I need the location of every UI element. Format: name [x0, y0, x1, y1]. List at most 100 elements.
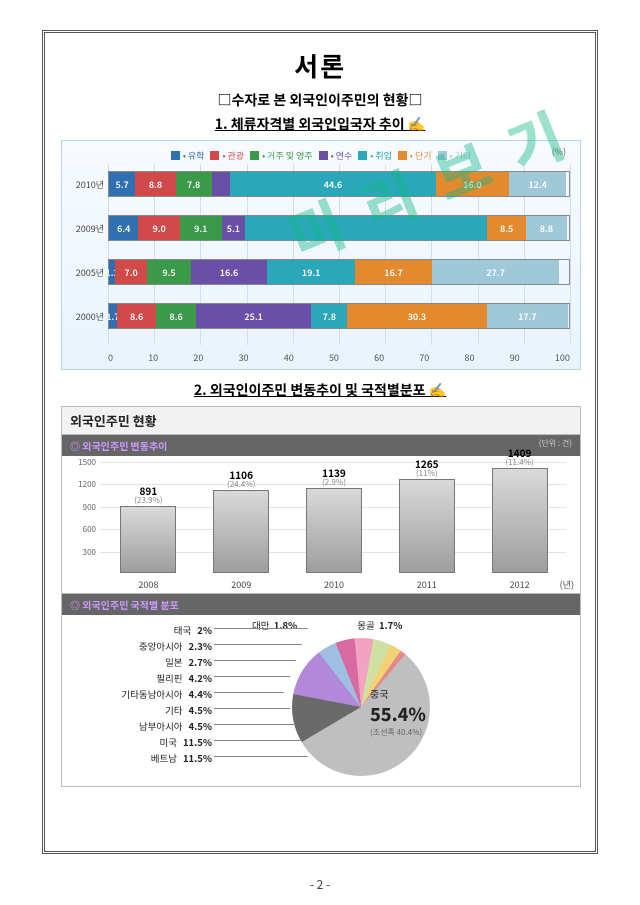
hbar-segment: 1.7 [109, 304, 117, 328]
hbar-segment: 19.1 [267, 260, 355, 284]
pie-left-name: 태국 [174, 622, 191, 638]
ytick-label: 300 [68, 547, 96, 558]
pie-left-row: 베트남 11.5% [72, 750, 212, 766]
vbar: 1139(2.9%) [306, 488, 362, 573]
hbar-segment [212, 172, 231, 196]
legend-label: • 관광 [222, 149, 244, 162]
pie-top-labels: 대만 1.8% 몽골 1.7% [252, 618, 402, 632]
legend-item: • 유학 [171, 149, 205, 162]
pie-body: 대만 1.8%몽골 1.7% 태국2%중앙아시아2.3%일본2.7%필리핀4.2… [62, 616, 580, 786]
chart1-xaxis: 0102030405060708090100 [108, 351, 570, 365]
hbar: 1.37.09.516.619.116.727.7 [108, 259, 570, 285]
xaxis-tick: 0 [108, 351, 113, 365]
pie-top-label: 몽골 1.7% [357, 618, 402, 632]
hbar-segment: 8.6 [117, 304, 157, 328]
hbar-segment: 7.0 [115, 260, 147, 284]
legend-item: • 거주 및 영주 [250, 149, 313, 162]
ytick-label: 1500 [68, 457, 96, 468]
chart2-bars: 891(23.9%)1106(24.4%)1139(2.9%)1265(11%)… [102, 462, 566, 573]
hbar-ylabel: 2009년 [72, 222, 108, 235]
pie-left-name: 기타 [165, 702, 182, 718]
hbar-segment: 8.8 [526, 216, 566, 240]
panel2-sub2: ◎ 외국인주민 국적별 분포 [62, 594, 580, 615]
panel2-title: 외국인주민 현황 [62, 407, 580, 435]
pie-left-pct: 2% [197, 622, 212, 638]
legend-label: • 유학 [183, 149, 205, 162]
hbar-row: 2000년1.78.68.625.17.830.317.7 [72, 298, 570, 334]
ytick-label: 900 [68, 502, 96, 513]
pie-left-pct: 2.7% [189, 654, 212, 670]
hbar-segment: 8.6 [156, 304, 196, 328]
vbar-sub: (11%) [400, 468, 454, 479]
hbar-segment: 6.4 [109, 216, 138, 240]
vbar-sub: (11.4%) [493, 457, 547, 468]
panel2-sub1-text: ◎ 외국인주민 변동추이 [70, 438, 167, 453]
xaxis-tick: 2008 [138, 578, 158, 591]
hbar-segment: 5.7 [109, 172, 135, 196]
xaxis-tick: 2012 [510, 578, 530, 591]
chart2-xaxis: 20082009201020112012 [102, 578, 566, 591]
legend-swatch [210, 151, 219, 160]
hbar-ylabel: 2005년 [72, 266, 108, 279]
pie-left-row: 미국11.5% [72, 734, 212, 750]
vbar: 1106(24.4%) [213, 490, 269, 573]
xaxis-tick: 70 [419, 351, 429, 365]
xaxis-tick: 60 [374, 351, 384, 365]
legend-item: • 연수 [319, 149, 353, 162]
hbar: 6.49.09.15.18.58.8 [108, 215, 570, 241]
hbar-segment: 9.0 [138, 216, 179, 240]
xaxis-tick: 90 [510, 351, 520, 365]
hbar-ylabel: 2000년 [72, 310, 108, 323]
pie-left-pct: 4.5% [189, 702, 212, 718]
hbar: 1.78.68.625.17.830.317.7 [108, 303, 570, 329]
hbar-segment: 27.7 [432, 260, 559, 284]
xaxis-tick: 40 [284, 351, 294, 365]
pie-left-row: 기타동남아시아4.4% [72, 686, 212, 702]
pie-left-row: 일본2.7% [72, 654, 212, 670]
pie-left-row: 태국 2% [72, 622, 212, 638]
chart1-unit: (%) [552, 145, 566, 158]
pie-left-pct: 4.5% [189, 718, 212, 734]
legend-swatch [250, 151, 259, 160]
pie-left-pct: 2.3% [189, 638, 212, 654]
vbar: 1409(11.4%) [492, 468, 548, 573]
section1-heading: 1. 체류자격별 외국인입국자 추이 ✍ [61, 114, 579, 134]
legend-label: • 연수 [331, 149, 353, 162]
chart-stacked-hbar: (%) • 유학• 관광• 거주 및 영주• 연수• 취업• 단기• 기타 20… [61, 140, 581, 370]
legend-label: • 거주 및 영주 [262, 149, 313, 162]
hbar-segment: 16.6 [191, 260, 267, 284]
pie-left-name: 미국 [159, 734, 176, 750]
pie-left-labels: 태국2%중앙아시아2.3%일본2.7%필리핀4.2%기타동남아시아4.4%기타4… [72, 622, 212, 766]
pie-left-pct: 11.5% [183, 750, 212, 766]
chart1-bars: 2010년5.78.87.844.616.012.42009년6.49.09.1… [72, 166, 570, 334]
ytick-label: 600 [68, 524, 96, 535]
hbar-segment: 5.1 [222, 216, 245, 240]
xaxis-tick: 80 [465, 351, 475, 365]
hbar-segment: 7.8 [176, 172, 212, 196]
panel-foreign-residents: 외국인주민 현황 ◎ 외국인주민 변동추이 (단위 : 건) 150012009… [61, 406, 581, 787]
hbar-segment: 8.5 [487, 216, 526, 240]
hbar-segment: 17.7 [487, 304, 568, 328]
hbar-segment: 7.8 [311, 304, 347, 328]
hbar-row: 2009년6.49.09.15.18.58.8 [72, 210, 570, 246]
pie-left-name: 중앙아시아 [139, 638, 183, 654]
hbar-ylabel: 2010년 [72, 178, 108, 191]
xaxis-tick: 20 [193, 351, 203, 365]
chart-pie-nationality: ◎ 외국인주민 국적별 분포 대만 1.8% 몽골 1.7% 태국 2% 중앙아시아 2… [62, 594, 580, 786]
legend-swatch [319, 151, 328, 160]
pie-left-row: 남부아시아4.5% [72, 718, 212, 734]
legend-swatch [171, 151, 180, 160]
pie-left-pct: 4.2% [189, 670, 212, 686]
pie-left-name: 기타동남아시아 [121, 686, 182, 702]
legend-swatch [438, 151, 447, 160]
vbar-sub: (24.4%) [214, 479, 268, 490]
hbar-segment [245, 216, 487, 240]
pie-main-label: 중국 55.4% (조선족 40.4%) [370, 686, 490, 738]
pie-left-name: 베트남 [151, 750, 177, 766]
pie-main-sub: (조선족 40.4%) [370, 727, 490, 738]
pie-top-label: 대만 1.8% [252, 618, 297, 632]
xaxis-tick: 2011 [417, 578, 437, 591]
pie-main-pct: 55.4% [370, 701, 490, 727]
legend-swatch [398, 151, 407, 160]
pie-left-row: 기타 4.5% [72, 702, 212, 718]
